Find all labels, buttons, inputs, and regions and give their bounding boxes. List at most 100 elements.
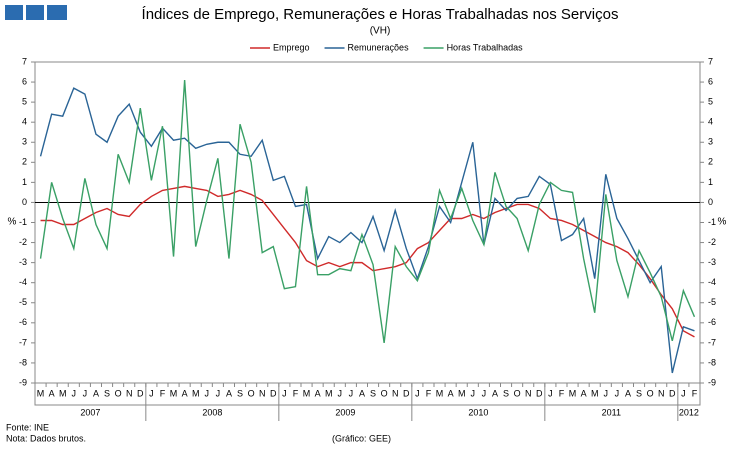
x-tick-label: A bbox=[581, 388, 587, 398]
y-tick-label: 3 bbox=[22, 137, 27, 147]
x-tick-label: D bbox=[536, 388, 543, 398]
y-tick-label: -8 bbox=[19, 357, 27, 367]
x-tick-label: M bbox=[591, 388, 599, 398]
y-axis-label: % bbox=[8, 217, 17, 228]
x-tick-label: F bbox=[160, 388, 166, 398]
y-tick-label: -2 bbox=[19, 237, 27, 247]
x-tick-label: J bbox=[482, 388, 487, 398]
x-tick-label: M bbox=[325, 388, 333, 398]
y2-tick-label: 3 bbox=[708, 137, 713, 147]
x-tick-label: O bbox=[115, 388, 122, 398]
x-tick-label: J bbox=[548, 388, 553, 398]
x-tick-label: M bbox=[192, 388, 200, 398]
x-tick-label: D bbox=[669, 388, 676, 398]
y-tick-label: -6 bbox=[19, 317, 27, 327]
x-tick-label: N bbox=[126, 388, 133, 398]
y2-tick-label: -5 bbox=[708, 297, 716, 307]
y2-tick-label: 4 bbox=[708, 117, 713, 127]
x-tick-label: D bbox=[270, 388, 277, 398]
y2-tick-label: -3 bbox=[708, 257, 716, 267]
y2-tick-label: -2 bbox=[708, 237, 716, 247]
y-tick-label: -5 bbox=[19, 297, 27, 307]
y-tick-label: 6 bbox=[22, 76, 27, 86]
x-tick-label: S bbox=[636, 388, 642, 398]
series-line bbox=[39, 80, 696, 343]
x-tick-label: N bbox=[525, 388, 532, 398]
y2-axis-label: % bbox=[718, 217, 727, 228]
x-tick-label: J bbox=[681, 388, 686, 398]
y2-tick-label: 2 bbox=[708, 157, 713, 167]
credit: (Gráfico: GEE) bbox=[332, 433, 391, 443]
y-tick-label: -4 bbox=[19, 277, 27, 287]
y2-tick-label: -6 bbox=[708, 317, 716, 327]
x-tick-label: A bbox=[49, 388, 55, 398]
logo-block bbox=[26, 5, 44, 20]
x-tick-label: M bbox=[458, 388, 466, 398]
x-tick-label: J bbox=[338, 388, 343, 398]
legend-label: Remunerações bbox=[348, 42, 410, 52]
source: Fonte: INE bbox=[6, 422, 49, 432]
x-tick-label: J bbox=[216, 388, 221, 398]
y-tick-label: 5 bbox=[22, 97, 27, 107]
y-tick-label: 2 bbox=[22, 157, 27, 167]
x-tick-label: A bbox=[359, 388, 365, 398]
x-tick-label: J bbox=[72, 388, 77, 398]
x-tick-label: D bbox=[403, 388, 410, 398]
x-tick-label: S bbox=[370, 388, 376, 398]
x-tick-label: M bbox=[59, 388, 67, 398]
x-tick-label: F bbox=[293, 388, 299, 398]
x-tick-label: M bbox=[37, 388, 45, 398]
x-tick-label: J bbox=[205, 388, 210, 398]
x-tick-label: D bbox=[137, 388, 144, 398]
y2-tick-label: -1 bbox=[708, 217, 716, 227]
y2-tick-label: -8 bbox=[708, 357, 716, 367]
x-tick-label: N bbox=[658, 388, 665, 398]
x-tick-label: J bbox=[149, 388, 154, 398]
x-tick-label: N bbox=[392, 388, 399, 398]
year-label: 2011 bbox=[602, 407, 621, 417]
chart-subtitle: (VH) bbox=[370, 26, 391, 37]
x-tick-label: F bbox=[426, 388, 432, 398]
logo-block bbox=[5, 5, 23, 20]
x-tick-label: A bbox=[492, 388, 498, 398]
year-label: 2007 bbox=[80, 407, 100, 417]
x-tick-label: A bbox=[625, 388, 631, 398]
logo-block bbox=[47, 5, 67, 20]
x-tick-label: M bbox=[569, 388, 577, 398]
x-tick-label: A bbox=[226, 388, 232, 398]
x-tick-label: J bbox=[471, 388, 476, 398]
x-tick-label: S bbox=[237, 388, 243, 398]
x-tick-label: J bbox=[349, 388, 354, 398]
y2-tick-label: -7 bbox=[708, 337, 716, 347]
x-tick-label: A bbox=[93, 388, 99, 398]
x-tick-label: S bbox=[104, 388, 110, 398]
x-tick-label: N bbox=[259, 388, 266, 398]
x-tick-label: J bbox=[604, 388, 609, 398]
x-tick-label: F bbox=[692, 388, 698, 398]
plot-frame bbox=[34, 61, 701, 406]
x-tick-label: M bbox=[436, 388, 444, 398]
x-tick-label: S bbox=[503, 388, 509, 398]
y2-tick-label: 7 bbox=[708, 56, 713, 66]
x-tick-label: O bbox=[647, 388, 654, 398]
x-tick-label: J bbox=[282, 388, 287, 398]
y-tick-label: -7 bbox=[19, 337, 27, 347]
y2-tick-label: -4 bbox=[708, 277, 716, 287]
x-tick-label: J bbox=[83, 388, 88, 398]
y2-tick-label: 6 bbox=[708, 76, 713, 86]
y2-tick-label: 0 bbox=[708, 197, 713, 207]
x-tick-label: O bbox=[248, 388, 255, 398]
year-label: 2012 bbox=[679, 407, 699, 417]
y-tick-label: 4 bbox=[22, 117, 27, 127]
note: Nota: Dados brutos. bbox=[6, 433, 86, 443]
x-tick-label: M bbox=[170, 388, 178, 398]
x-tick-label: M bbox=[303, 388, 311, 398]
x-tick-label: F bbox=[559, 388, 565, 398]
y-tick-label: 7 bbox=[22, 56, 27, 66]
x-tick-label: J bbox=[415, 388, 420, 398]
y-tick-label: -9 bbox=[19, 377, 27, 387]
y2-tick-label: 5 bbox=[708, 97, 713, 107]
y-tick-label: -3 bbox=[19, 257, 27, 267]
series-line bbox=[39, 87, 695, 374]
legend-label: Horas Trabalhadas bbox=[447, 42, 524, 52]
